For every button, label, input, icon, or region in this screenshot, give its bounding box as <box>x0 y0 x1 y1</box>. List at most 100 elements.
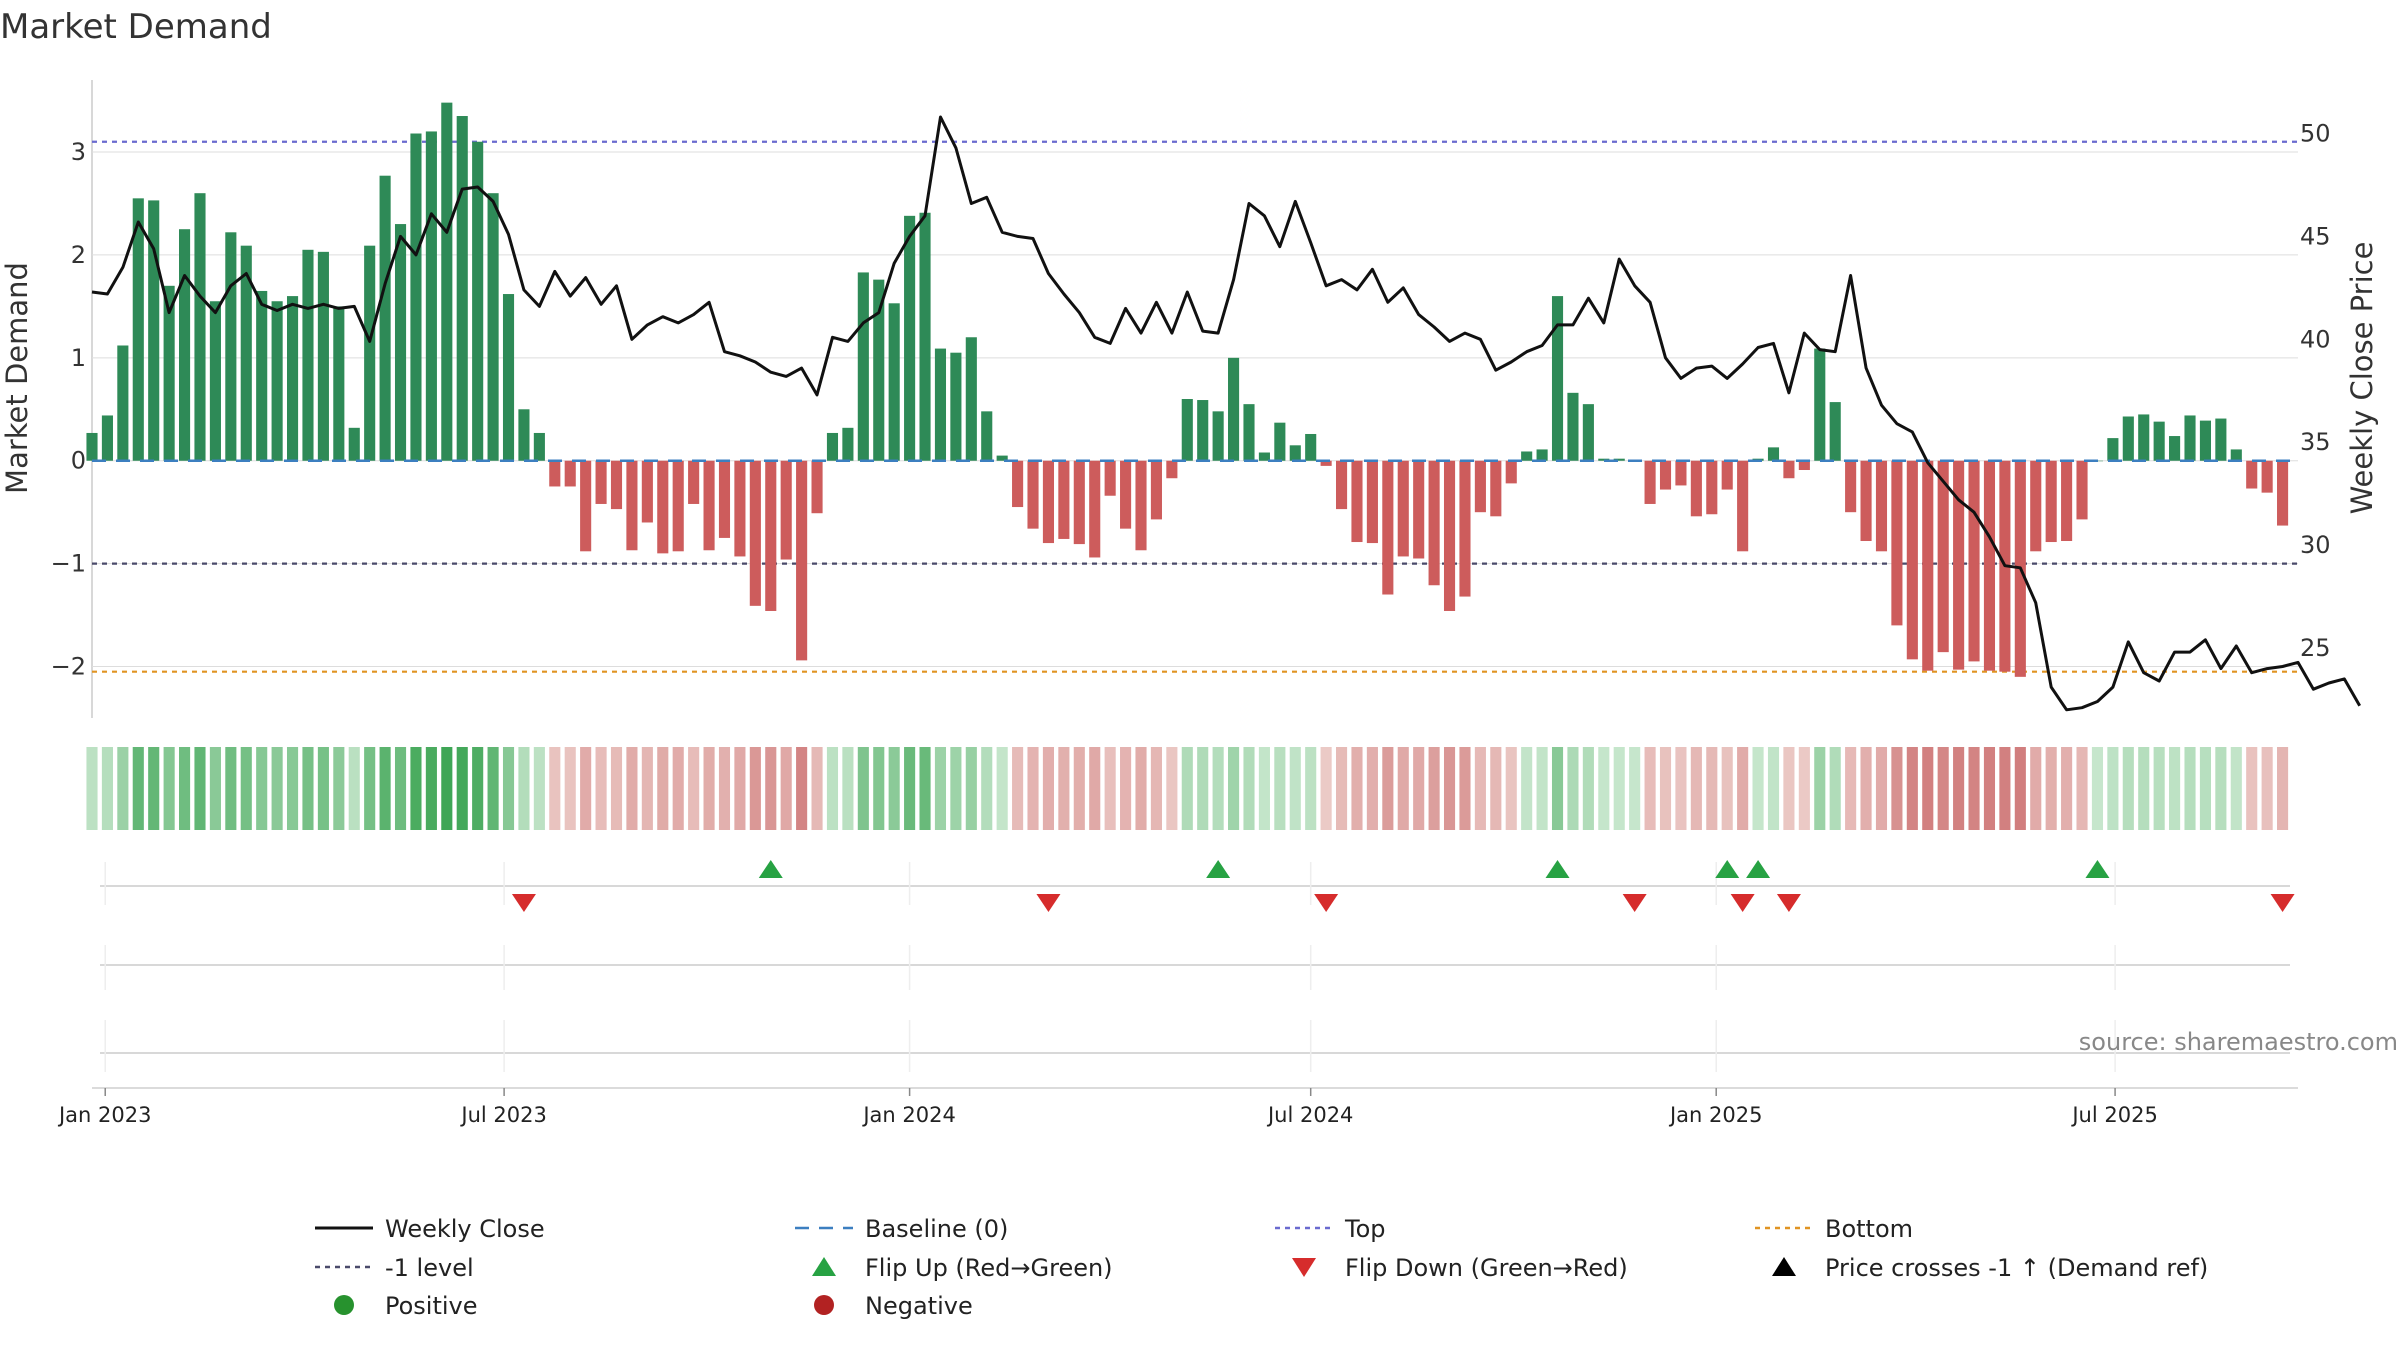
flip-down-marker <box>1036 894 1061 912</box>
heat-cell <box>425 747 437 830</box>
negative-bar <box>1721 460 1733 490</box>
heat-cell <box>1150 747 1162 830</box>
heat-cell <box>101 747 113 830</box>
heat-cell <box>1305 747 1317 830</box>
positive-bar <box>86 432 98 461</box>
negative-bar <box>1459 460 1471 597</box>
legend-item: Top <box>1275 1215 1386 1243</box>
heat-cell <box>518 747 530 830</box>
negative-bar <box>2277 460 2289 526</box>
negative-bar <box>1968 460 1980 662</box>
negative-bar <box>1351 460 1363 543</box>
heat-cell <box>2246 747 2258 830</box>
heat-cell <box>1397 747 1409 830</box>
negative-bar <box>1089 460 1101 558</box>
positive-bar <box>1814 348 1826 461</box>
x-tick-label: Jan 2025 <box>1668 1103 1763 1127</box>
positive-bar <box>1551 296 1564 461</box>
negative-bar <box>564 460 576 487</box>
heat-cell <box>1706 747 1718 830</box>
heat-cell <box>641 747 653 830</box>
flip-panels <box>100 860 2295 1072</box>
heat-cell <box>302 747 314 830</box>
positive-bar <box>934 348 947 461</box>
negative-bar <box>780 460 792 560</box>
x-tick-label: Jul 2023 <box>459 1103 546 1127</box>
heat-cell <box>950 747 962 830</box>
heat-cell <box>703 747 715 830</box>
heat-cell <box>1644 747 1656 830</box>
heat-cell <box>1613 747 1625 830</box>
heat-cell <box>842 747 854 830</box>
legend-item: Negative <box>814 1292 973 1320</box>
y-tick-label: −2 <box>51 653 86 681</box>
heat-cell <box>626 747 638 830</box>
positive-bar <box>2199 420 2211 461</box>
heat-cell <box>1104 747 1116 830</box>
positive-bar <box>2184 415 2196 461</box>
reference-lines <box>92 140 2298 673</box>
positive-bar <box>1521 451 1533 461</box>
positive-bar <box>1197 400 1209 461</box>
negative-bar <box>1737 460 1749 552</box>
positive-bar <box>394 224 407 461</box>
positive-bar <box>2215 418 2227 461</box>
heat-cell <box>981 747 993 830</box>
heat-cell <box>1335 747 1348 830</box>
heat-cell <box>394 747 407 830</box>
legend-label: Flip Up (Red→Green) <box>865 1254 1113 1282</box>
heat-cell <box>734 747 746 830</box>
heat-cell <box>595 747 607 830</box>
positive-bar <box>904 215 916 461</box>
y-tick-label: 0 <box>71 447 86 475</box>
heat-cell <box>2153 747 2165 830</box>
chart-title: Market Demand <box>0 7 272 47</box>
flip-panel-gridlines <box>100 862 2290 1072</box>
heat-cell <box>549 747 561 830</box>
heat-cell <box>1120 747 1132 830</box>
negative-bar <box>765 460 777 611</box>
positive-bar <box>1243 404 1255 461</box>
heat-cell <box>502 747 515 830</box>
negative-bar <box>749 460 761 606</box>
positive-bar <box>919 212 931 461</box>
heat-cell <box>1042 747 1055 830</box>
positive-bar <box>2169 436 2181 461</box>
negative-bar <box>1783 460 1795 479</box>
heat-cell <box>1243 747 1255 830</box>
heat-cell <box>2122 747 2134 830</box>
legend-label: Top <box>1344 1215 1386 1243</box>
heat-cell <box>2076 747 2088 830</box>
negative-bar <box>1012 460 1024 508</box>
positive-bar <box>1567 392 1579 461</box>
negative-bar <box>2061 460 2073 542</box>
heat-cell <box>1536 747 1548 830</box>
negative-bar <box>811 460 823 514</box>
heat-cell <box>1598 747 1610 830</box>
negative-bar <box>1428 460 1440 586</box>
negative-bar <box>1058 460 1070 539</box>
heat-cell <box>1274 747 1286 830</box>
heat-cell <box>1953 747 1965 830</box>
negative-bar <box>1644 460 1656 504</box>
heat-cell <box>1675 747 1687 830</box>
heat-cell <box>2215 747 2227 830</box>
positive-bar <box>842 427 854 461</box>
heat-cell <box>2277 747 2289 830</box>
positive-bar <box>2138 414 2150 461</box>
x-axis-ticks: Jan 2023 Jul 2023 Jan 2024 Jul 2024 Jan 2025… <box>57 1088 2158 1127</box>
negative-bar <box>2246 460 2258 489</box>
flip-up-marker <box>1206 860 1231 878</box>
legend-item: -1 level <box>315 1254 474 1282</box>
negative-bar <box>1490 460 1502 517</box>
heat-cell <box>286 747 299 830</box>
heat-cell <box>333 747 345 830</box>
positive-bar <box>1274 422 1286 461</box>
heat-cell <box>1860 747 1872 830</box>
negative-bar <box>610 460 623 510</box>
heat-cell <box>1814 747 1826 830</box>
heat-cell <box>317 747 329 830</box>
heat-cell <box>1891 747 1903 830</box>
positive-bar <box>456 116 468 461</box>
positive-bar <box>132 198 144 461</box>
